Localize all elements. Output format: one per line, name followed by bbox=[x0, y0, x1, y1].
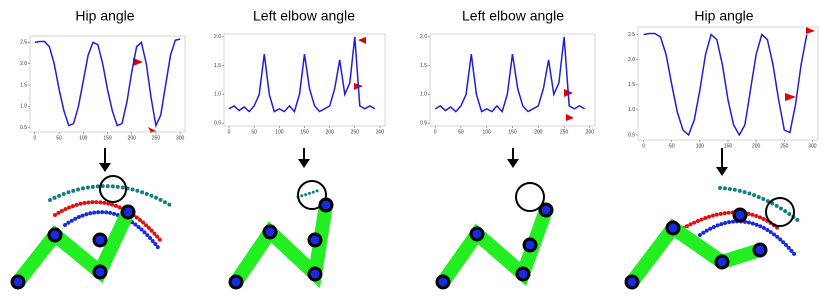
y-tick-label: 0.5 bbox=[628, 132, 635, 138]
x-tick-label: 50 bbox=[669, 143, 675, 149]
pose-joints bbox=[10, 197, 768, 290]
x-tick-label: 0 bbox=[642, 143, 645, 149]
y-tick-label: 1.0 bbox=[214, 92, 221, 98]
y-tick-label: 2.0 bbox=[20, 61, 27, 67]
x-tick-label: 300 bbox=[586, 129, 595, 135]
x-tick-label: 150 bbox=[300, 129, 309, 135]
data-line bbox=[434, 36, 586, 114]
x-tick-label: 300 bbox=[176, 135, 185, 141]
x-tick-label: 200 bbox=[534, 129, 543, 135]
plot-frame bbox=[223, 33, 386, 127]
data-line bbox=[34, 38, 181, 129]
y-tick-label: 0.5 bbox=[420, 120, 427, 126]
x-tick-label: 300 bbox=[376, 129, 385, 135]
x-tick-label: 100 bbox=[275, 129, 284, 135]
data-line bbox=[228, 36, 376, 114]
x-tick-label: 200 bbox=[752, 143, 761, 149]
chart-title: Hip angle bbox=[694, 8, 753, 24]
y-tick-label: 1.5 bbox=[420, 63, 427, 69]
chart-title: Left elbow angle bbox=[462, 8, 564, 24]
y-tick-label: 1.5 bbox=[214, 63, 221, 69]
x-tick-label: 0 bbox=[33, 135, 36, 141]
x-tick-label: 50 bbox=[458, 129, 464, 135]
plot-frame bbox=[637, 26, 819, 141]
x-tick-label: 250 bbox=[152, 135, 161, 141]
y-tick-label: 0.5 bbox=[20, 125, 27, 131]
x-tick-label: 0 bbox=[228, 129, 231, 135]
x-tick-label: 300 bbox=[808, 143, 817, 149]
x-tick-label: 150 bbox=[103, 135, 112, 141]
x-tick-label: 0 bbox=[434, 129, 437, 135]
y-tick-label: 2.5 bbox=[20, 40, 27, 46]
x-tick-label: 50 bbox=[251, 129, 257, 135]
y-tick-label: 1.0 bbox=[420, 92, 427, 98]
x-tick-label: 100 bbox=[696, 143, 705, 149]
chart-title: Left elbow angle bbox=[253, 8, 355, 24]
y-tick-label: 1.0 bbox=[20, 104, 27, 110]
pose-figures bbox=[11, 175, 802, 289]
x-tick-label: 100 bbox=[79, 135, 88, 141]
x-tick-label: 150 bbox=[724, 143, 733, 149]
y-tick-label: 1.0 bbox=[628, 107, 635, 113]
y-tick-label: 1.5 bbox=[628, 82, 635, 88]
arrows bbox=[99, 148, 728, 176]
y-tick-label: 2.0 bbox=[420, 34, 427, 40]
x-tick-label: 150 bbox=[508, 129, 517, 135]
data-line bbox=[643, 32, 808, 137]
plot-frame bbox=[429, 33, 596, 127]
chart-title: Hip angle bbox=[75, 8, 134, 24]
y-tick-label: 2.0 bbox=[214, 34, 221, 40]
x-tick-label: 200 bbox=[325, 129, 334, 135]
x-tick-label: 50 bbox=[56, 135, 62, 141]
y-tick-label: 2.0 bbox=[628, 57, 635, 63]
plot-frame bbox=[29, 35, 186, 133]
x-tick-label: 100 bbox=[483, 129, 492, 135]
y-tick-label: 0.5 bbox=[214, 120, 221, 126]
y-tick-label: 2.5 bbox=[628, 32, 635, 38]
frame-markers bbox=[133, 27, 815, 133]
y-tick-label: 1.5 bbox=[20, 82, 27, 88]
x-tick-label: 200 bbox=[128, 135, 137, 141]
x-tick-label: 250 bbox=[560, 129, 569, 135]
x-tick-label: 250 bbox=[780, 143, 789, 149]
x-tick-label: 250 bbox=[351, 129, 360, 135]
